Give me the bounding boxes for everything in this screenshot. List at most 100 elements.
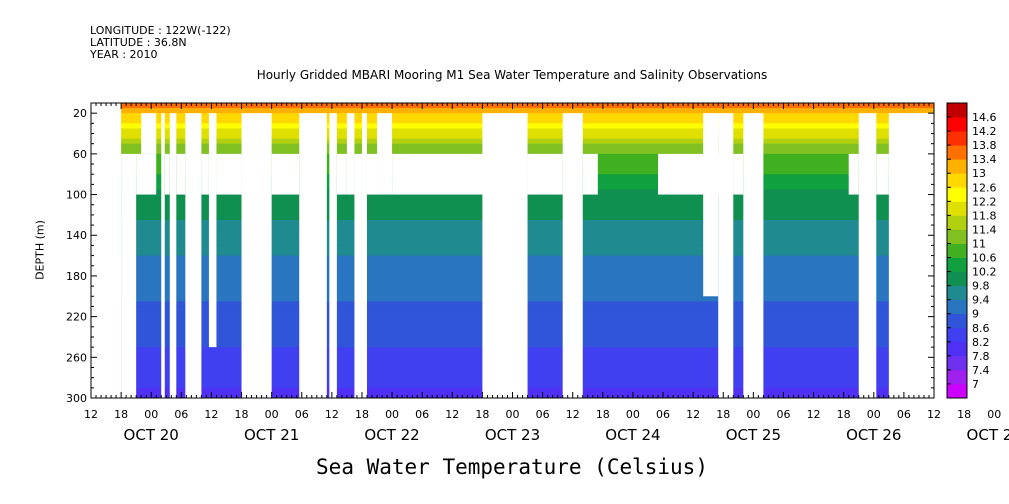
colorbar-label: 12.6: [972, 181, 997, 194]
day-label: OCT 20: [124, 426, 179, 444]
y-tick-label: 60: [73, 148, 87, 161]
y-tick-label: 260: [66, 351, 87, 364]
colorbar-swatch: [947, 327, 967, 343]
colorbar-swatch: [947, 117, 967, 132]
missing-data-region: [377, 113, 393, 195]
missing-data-region: [136, 153, 157, 195]
day-label: OCT 22: [364, 426, 419, 444]
colorbar-label: 14.2: [972, 125, 997, 138]
colorbar-swatch: [947, 131, 967, 146]
colorbar-swatch: [947, 215, 967, 230]
day-label: OCT 26: [846, 426, 901, 444]
x-tick-label: 12: [84, 408, 98, 421]
missing-data-region: [176, 153, 186, 195]
colorbar-swatch: [947, 285, 967, 301]
x-tick-label: 12: [325, 408, 339, 421]
colorbar-swatch: [947, 173, 967, 188]
missing-data-region: [733, 153, 744, 195]
colorbar-label: 13.8: [972, 139, 997, 152]
x-tick-label: 06: [174, 408, 188, 421]
missing-data-region: [527, 153, 563, 195]
colorbar-label: 13.4: [972, 153, 997, 166]
colorbar-label: 13: [972, 167, 986, 180]
colorbar-swatch: [947, 299, 967, 315]
day-label: OCT 25: [726, 426, 781, 444]
x-tick-label: 18: [957, 408, 971, 421]
x-tick-label: 00: [506, 408, 520, 421]
missing-data-region: [361, 113, 367, 398]
missing-data-region: [91, 103, 122, 398]
x-tick-label: 12: [927, 408, 941, 421]
chart-title: Hourly Gridded MBARI Mooring M1 Sea Wate…: [256, 68, 768, 82]
colorbar-swatch: [947, 159, 967, 174]
x-tick-label: 06: [295, 408, 309, 421]
y-tick-label: 300: [66, 392, 87, 405]
missing-data-region: [562, 113, 583, 398]
missing-data-region: [329, 113, 337, 398]
x-tick-label: 00: [144, 408, 158, 421]
x-tick-label: 00: [385, 408, 399, 421]
x-tick-label: 18: [355, 408, 369, 421]
missing-data-region: [141, 113, 157, 154]
x-tick-label: 06: [897, 408, 911, 421]
year-label: YEAR : 2010: [90, 48, 158, 61]
missing-data-region: [718, 113, 734, 398]
missing-data-region: [366, 153, 378, 195]
x-tick-label: 12: [204, 408, 218, 421]
missing-data-region: [858, 113, 877, 398]
x-tick-label: 00: [746, 408, 760, 421]
x-tick-label: 12: [566, 408, 580, 421]
y-tick-label: 100: [66, 189, 87, 202]
x-axis-label: Sea Water Temperature (Celsius): [316, 455, 708, 479]
day-label: OCT 24: [605, 426, 660, 444]
missing-data-region: [582, 153, 598, 195]
colorbar-swatch: [947, 313, 967, 329]
missing-data-region: [876, 153, 889, 195]
colorbar-label: 9: [972, 308, 979, 321]
missing-data-region: [185, 113, 202, 398]
colorbar-swatch: [947, 145, 967, 160]
day-label: OCT 27: [967, 426, 1009, 444]
y-tick-label: 180: [66, 270, 87, 283]
missing-data-region: [336, 153, 347, 195]
missing-data-region: [888, 113, 934, 398]
heatmap-plot: [91, 103, 934, 398]
colorbar-swatch: [947, 103, 967, 118]
x-tick-label: 12: [807, 408, 821, 421]
missing-data-region: [169, 113, 177, 398]
colorbar-label: 9.8: [972, 280, 990, 293]
colorbar-swatch: [947, 341, 967, 357]
x-tick-label: 18: [114, 408, 128, 421]
colorbar-label: 10.6: [972, 252, 997, 265]
missing-data-region: [201, 153, 209, 195]
colorbar-label: 8.6: [972, 322, 990, 335]
colorbar-label: 10.2: [972, 266, 997, 279]
colorbar: 77.47.88.28.699.49.810.210.61111.411.812…: [946, 102, 997, 399]
colorbar-label: 12.2: [972, 195, 997, 208]
x-tick-label: 06: [415, 408, 429, 421]
colorbar-swatch: [947, 355, 967, 371]
colorbar-label: 7.4: [972, 364, 990, 377]
missing-data-region: [743, 113, 764, 398]
x-tick-label: 00: [987, 408, 1001, 421]
x-tick-label: 00: [626, 408, 640, 421]
colorbar-label: 7: [972, 378, 979, 391]
missing-data-region: [161, 113, 165, 398]
x-tick-label: 12: [445, 408, 459, 421]
x-axis: 12 18 00 06 12 18 00 06 12 18 00 06 12 18 00 06 12 18 00 06…: [84, 103, 1009, 444]
colorbar-label: 11: [972, 237, 986, 250]
x-tick-label: 18: [475, 408, 489, 421]
colorbar-swatch: [947, 243, 967, 258]
y-tick-label: 220: [66, 311, 87, 324]
x-tick-label: 06: [656, 408, 670, 421]
y-axis: 20 60 100 140 180 220 260 300: [66, 107, 934, 405]
day-label: OCT 23: [485, 426, 540, 444]
missing-data-region: [216, 153, 242, 195]
colorbar-label: 14.6: [972, 111, 997, 124]
colorbar-swatch: [947, 383, 967, 399]
colorbar-swatch: [947, 201, 967, 216]
x-tick-label: 00: [265, 408, 279, 421]
colorbar-swatch: [947, 229, 967, 244]
colorbar-swatch: [947, 257, 967, 272]
